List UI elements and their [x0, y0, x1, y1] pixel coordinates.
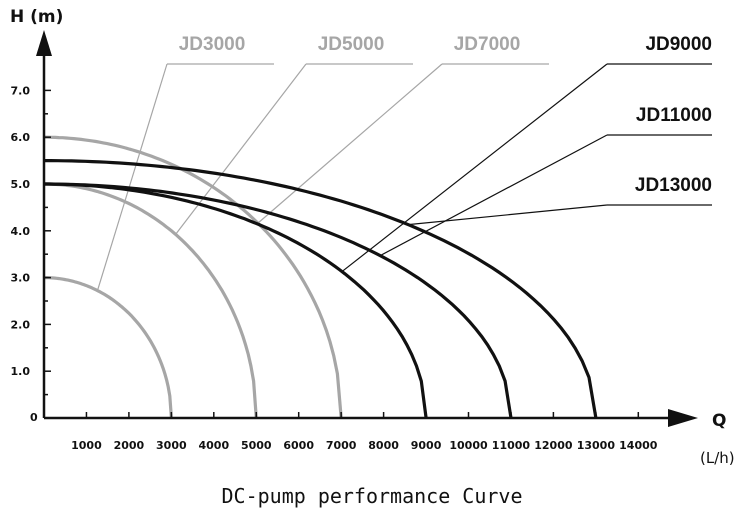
series-curve	[44, 276, 173, 419]
x-tick-label: 14000	[619, 439, 658, 452]
series-curves	[44, 135, 598, 419]
series-label: JD9000	[645, 34, 712, 55]
series-labels: JD3000 JD5000 JD7000 JD9000 JD11000 JD13000	[179, 34, 712, 196]
y-tick-label: 3.0	[11, 272, 31, 285]
x-tick-label: 8000	[368, 439, 399, 452]
series-curve	[44, 182, 513, 419]
series-label: JD11000	[636, 105, 712, 126]
series-callout-lines	[96, 63, 712, 291]
series-curve	[44, 159, 598, 419]
y-tick-label: 5.0	[11, 178, 31, 191]
x-tick-label: 12000	[534, 439, 573, 452]
series-label: JD7000	[454, 34, 521, 55]
y-tick-label: 2.0	[11, 318, 31, 331]
x-tick-label: 3000	[156, 439, 187, 452]
series-label: JD3000	[179, 34, 246, 55]
y-axis-arrow	[36, 30, 52, 56]
callout-leader	[379, 134, 608, 257]
x-tick-label: 5000	[241, 439, 272, 452]
callout-leader	[341, 63, 608, 273]
x-tick-label: 4000	[198, 439, 229, 452]
x-axis-arrow	[668, 409, 698, 427]
chart-title: DC-pump performance Curve	[221, 484, 522, 508]
callout-leader	[257, 63, 443, 224]
x-tick-label: 2000	[114, 439, 145, 452]
x-tick-label: 9000	[411, 439, 442, 452]
callout-leader	[408, 204, 608, 226]
x-tick-label: 10000	[449, 439, 488, 452]
y-axis-title: H (m)	[10, 7, 63, 27]
x-axis-title: Q	[712, 411, 726, 431]
x-tick-label: 7000	[326, 439, 357, 452]
y-tick-label: 4.0	[11, 225, 31, 238]
series-label: JD5000	[318, 34, 385, 55]
y-tick-label: 1.0	[11, 365, 31, 378]
axes	[36, 30, 698, 427]
y-zero-label: 0	[30, 411, 38, 424]
series-curve	[44, 182, 258, 419]
series-curve	[44, 182, 428, 419]
callout-leader	[175, 63, 307, 235]
x-axis-unit: (L/h)	[700, 449, 735, 467]
x-tick-label: 11000	[492, 439, 531, 452]
series-curve	[44, 135, 343, 419]
series-label: JD13000	[635, 175, 712, 196]
callout-leader	[96, 63, 168, 291]
axis-ticks: 1000 2000 3000 4000 5000 6000 7000 8000 9000 1000…	[11, 84, 658, 452]
x-tick-label: 13000	[577, 439, 616, 452]
y-tick-label: 6.0	[11, 131, 31, 144]
x-tick-label: 1000	[71, 439, 102, 452]
x-tick-label: 6000	[283, 439, 314, 452]
y-tick-label: 7.0	[11, 84, 31, 97]
